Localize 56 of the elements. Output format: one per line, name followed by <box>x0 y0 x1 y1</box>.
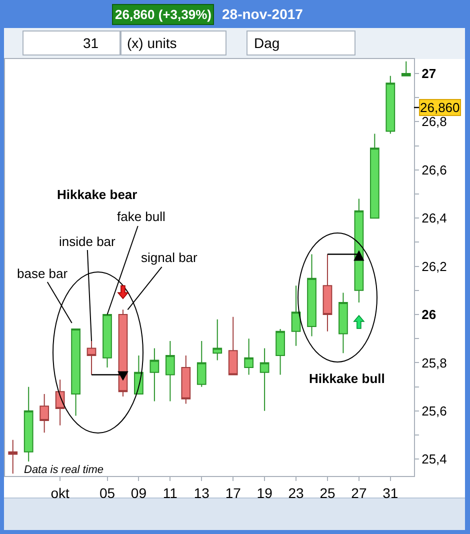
x-tick-label: 05 <box>99 484 116 501</box>
x-tick-label: 27 <box>351 484 367 501</box>
x-tick-label: 19 <box>256 484 273 501</box>
annotation: fake bull <box>117 209 166 224</box>
candlestick <box>322 254 332 332</box>
text: 26,860 <box>420 100 460 115</box>
x-tick-label: 25 <box>320 484 336 501</box>
candlestick <box>386 75 396 134</box>
annotation: Data is real time <box>24 464 104 476</box>
candlestick <box>228 316 238 376</box>
x-tick-label: 31 <box>382 484 398 501</box>
y-tick-label: 25,6 <box>422 403 447 418</box>
x-tick-label: 17 <box>225 484 242 501</box>
chart-subtitle: 26,860 (+3,39%) <box>115 7 212 22</box>
chart-title: 28-nov-2017 <box>222 6 304 22</box>
candlestick <box>212 318 222 361</box>
candlestick <box>86 340 96 376</box>
y-tick-label: 25,4 <box>422 452 447 467</box>
candlestick <box>370 133 380 219</box>
candlestick <box>196 340 206 388</box>
candlestick <box>24 386 34 462</box>
text: Dag <box>254 35 280 51</box>
candlestick <box>307 254 316 337</box>
y-tick-label: 26,8 <box>422 114 447 130</box>
candlestick <box>55 379 65 426</box>
candlestick <box>165 340 175 402</box>
y-tick-label: 26,4 <box>422 210 447 226</box>
candlestick <box>181 354 191 404</box>
x-tick-label: okt <box>50 484 70 501</box>
annotation: signal bar <box>141 250 198 265</box>
candlestick <box>8 439 18 474</box>
y-tick-label: 25,8 <box>422 355 447 370</box>
text: 31 <box>83 35 99 51</box>
annotation: Hikkake bull <box>309 371 385 386</box>
candlestick <box>291 285 301 346</box>
candlestick <box>102 314 112 368</box>
candlestick <box>276 328 285 376</box>
y-tick-label: 26,6 <box>422 162 447 178</box>
candlestick <box>260 348 270 412</box>
candlestick <box>40 394 50 434</box>
y-tick-label: 27 <box>422 66 436 82</box>
candlestick <box>401 60 411 76</box>
annotation: base bar <box>17 266 68 281</box>
candlestick <box>338 292 348 354</box>
candlestick <box>71 328 80 416</box>
y-tick-label: 26 <box>422 307 436 322</box>
annotation: inside bar <box>59 234 116 249</box>
candlestick <box>150 348 160 402</box>
annotation: Hikkake bear <box>57 187 138 202</box>
x-tick-label: 13 <box>194 484 210 501</box>
y-tick-label: 26,2 <box>422 258 447 274</box>
text: (x) units <box>127 35 177 51</box>
x-tick-label: 23 <box>288 484 304 501</box>
candlestick <box>244 338 254 376</box>
x-tick-label: 09 <box>130 484 147 501</box>
x-tick-label: 11 <box>162 484 178 501</box>
